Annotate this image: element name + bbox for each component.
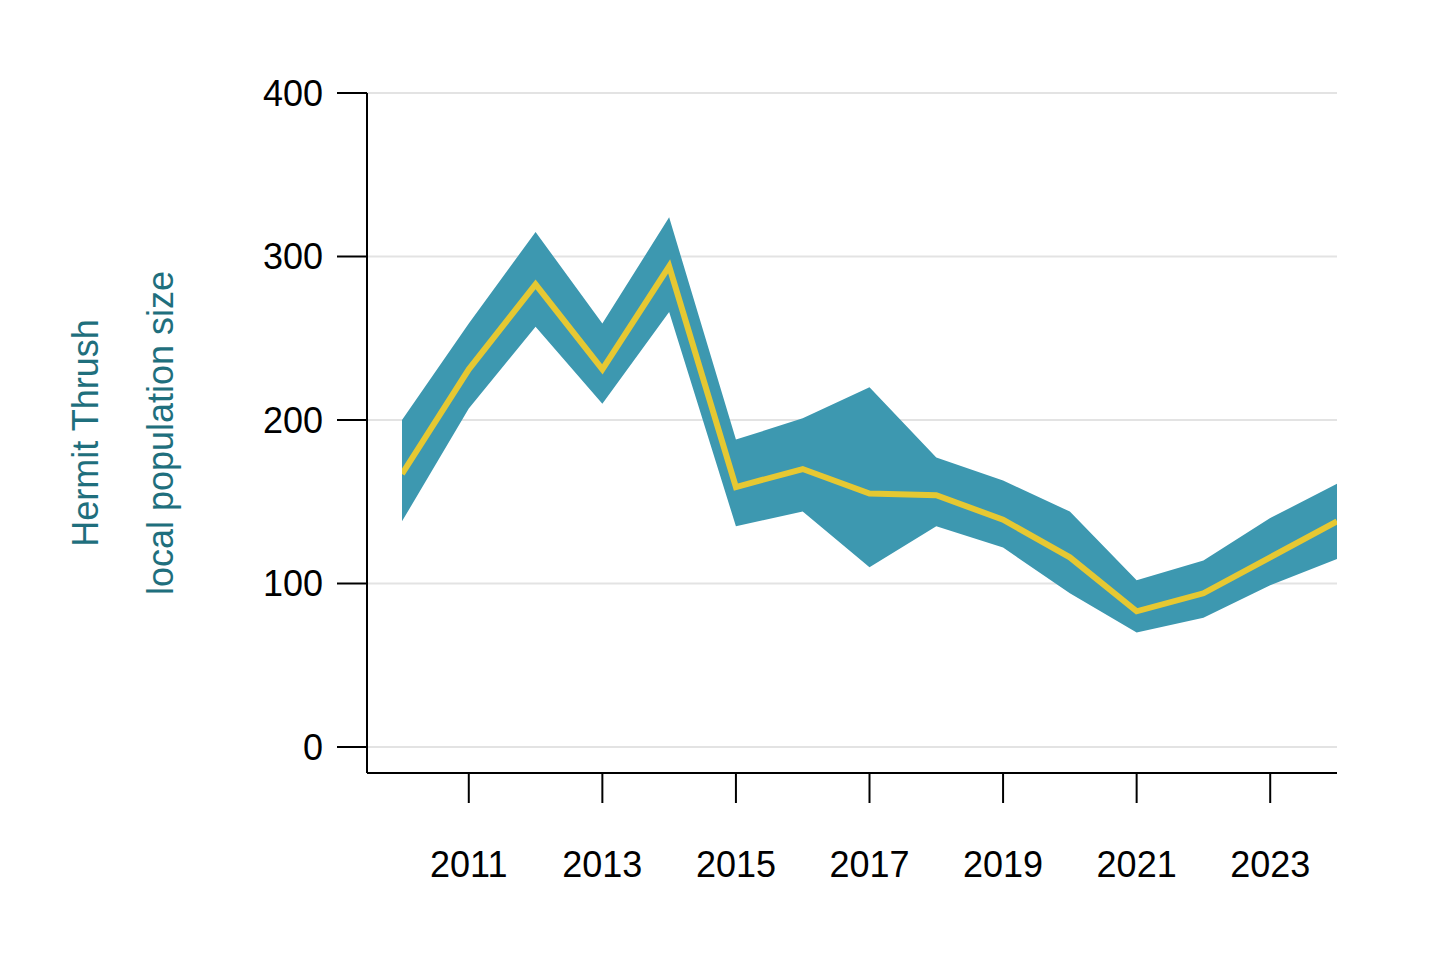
svg-text:200: 200: [263, 400, 323, 441]
svg-text:2017: 2017: [829, 844, 909, 885]
svg-text:local population size: local population size: [140, 271, 181, 595]
svg-text:100: 100: [263, 563, 323, 604]
svg-text:2021: 2021: [1097, 844, 1177, 885]
svg-text:0: 0: [303, 727, 323, 768]
svg-text:2015: 2015: [696, 844, 776, 885]
svg-text:300: 300: [263, 236, 323, 277]
svg-text:2019: 2019: [963, 844, 1043, 885]
svg-text:400: 400: [263, 73, 323, 114]
svg-text:2011: 2011: [430, 844, 507, 885]
svg-text:2013: 2013: [562, 844, 642, 885]
svg-text:2023: 2023: [1230, 844, 1310, 885]
svg-text:Hermit Thrush: Hermit Thrush: [65, 319, 106, 546]
